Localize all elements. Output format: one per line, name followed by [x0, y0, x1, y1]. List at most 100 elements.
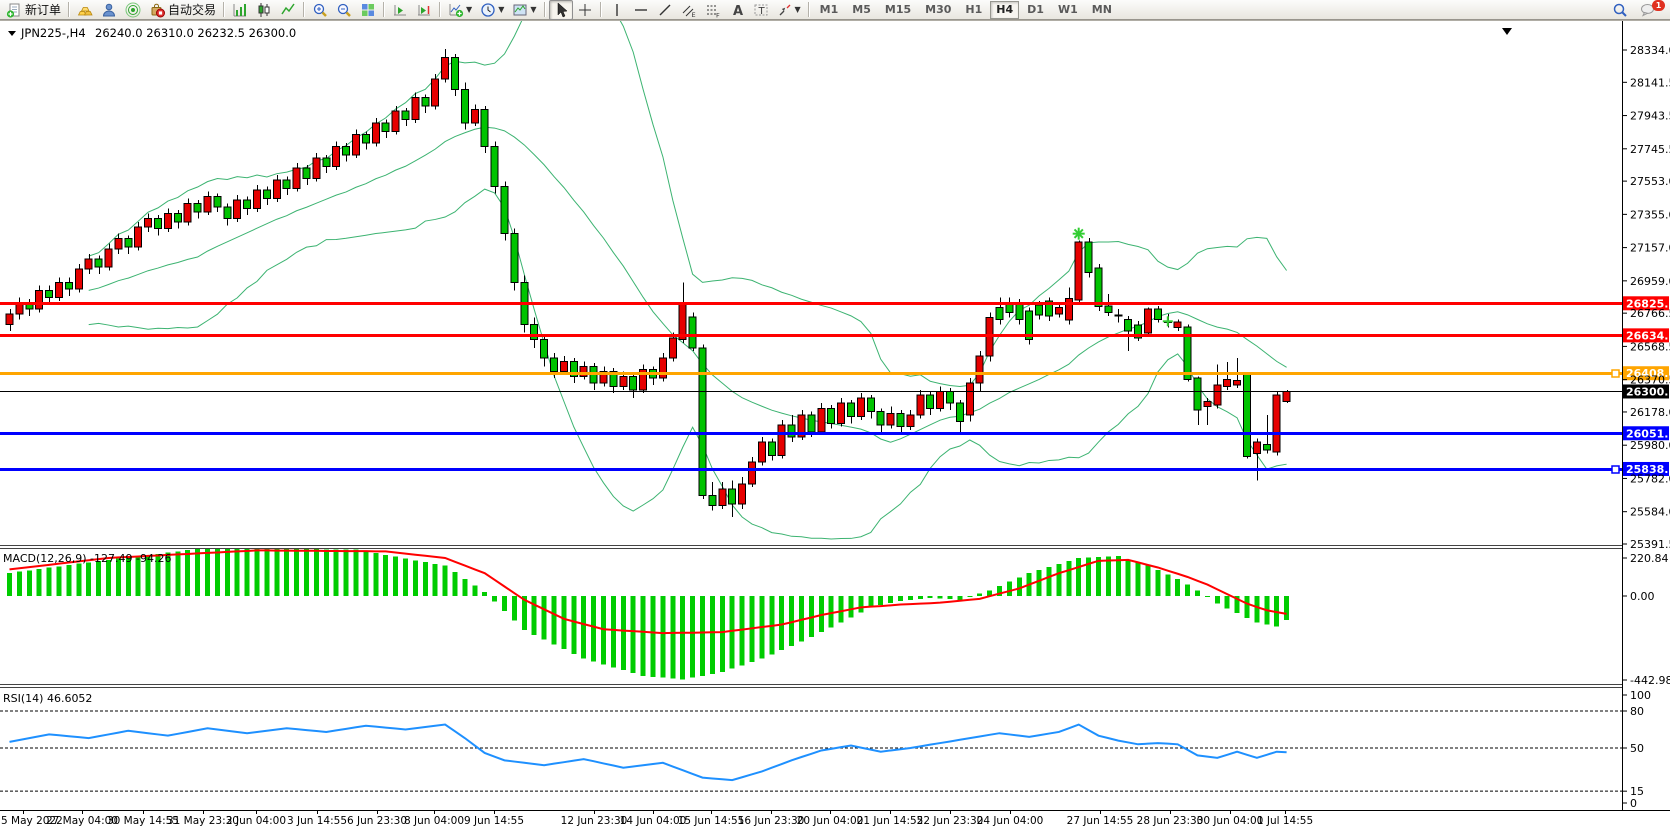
line-handle[interactable]: [1611, 465, 1620, 474]
new-order-button[interactable]: 新订单: [2, 0, 65, 20]
macd-bar: [680, 596, 686, 680]
candle-body: [975, 355, 984, 384]
macd-bar: [1086, 557, 1092, 596]
crosshair-icon: [578, 3, 591, 16]
macd-bar: [1105, 556, 1111, 596]
price-axis-label: 27745.5: [1630, 143, 1670, 156]
text-tool-button[interactable]: A: [725, 0, 749, 20]
candlesticks: [5, 48, 1291, 517]
vertical-line-tool-button[interactable]: [605, 0, 629, 20]
macd-bar: [1115, 556, 1121, 596]
new-chart-button[interactable]: ▼: [444, 0, 476, 20]
timeframe-h1-button[interactable]: H1: [965, 2, 983, 16]
macd-bar: [947, 596, 953, 600]
macd-bar: [1165, 574, 1171, 596]
tile-windows-button[interactable]: [356, 0, 380, 20]
candle-body: [1252, 441, 1261, 455]
timeframe-m1-button[interactable]: M1: [819, 2, 839, 16]
candle-body: [837, 402, 846, 424]
search-button[interactable]: [1608, 0, 1632, 20]
macd-panel[interactable]: [7, 548, 1290, 680]
trendline-tool-button[interactable]: [653, 0, 677, 20]
arrows-tool-button[interactable]: ▼: [773, 0, 805, 20]
signal-icon: [125, 2, 141, 17]
zoom-out-button[interactable]: [332, 0, 356, 20]
main-chart-panel[interactable]: [5, 0, 1291, 540]
dropdown-arrow-icon: ▼: [794, 5, 801, 14]
notifications-button[interactable]: 1: [1636, 0, 1665, 20]
equidistant-channel-tool-button[interactable]: E: [677, 0, 701, 20]
macd-bar: [46, 567, 52, 596]
cursor-tool-button[interactable]: [548, 0, 573, 20]
autotrade-button[interactable]: 自动交易: [145, 0, 220, 20]
bollinger-lower: [88, 188, 1287, 540]
gold-bars-button[interactable]: [73, 0, 97, 20]
candle-body: [144, 218, 153, 228]
periods-button[interactable]: ▼: [476, 0, 508, 20]
time-axis-label: 14 Jun 04:00: [620, 815, 687, 826]
candle-body: [817, 407, 826, 433]
rsi-panel[interactable]: [0, 710, 1622, 792]
timeframe-d1-button[interactable]: D1: [1027, 2, 1044, 16]
bar-chart-button[interactable]: [228, 0, 252, 20]
macd-bar: [511, 596, 517, 621]
candle-body: [1272, 394, 1281, 453]
text-label-tool-button[interactable]: T: [749, 0, 773, 20]
symbol-dropdown-icon[interactable]: [8, 31, 16, 36]
timeframe-mn-button[interactable]: MN: [1091, 2, 1112, 16]
candle-body: [1025, 310, 1034, 340]
line-handle[interactable]: [1611, 369, 1620, 378]
candle-body: [1282, 390, 1291, 403]
macd-axis-label: 220.84: [1630, 552, 1669, 565]
chart-shift-button[interactable]: [412, 0, 436, 20]
plus-marker-icon: [1162, 316, 1173, 327]
horizontal-line-tool-button[interactable]: [629, 0, 653, 20]
crosshair-tool-button[interactable]: [573, 0, 597, 20]
timeframe-m30-button[interactable]: M30: [925, 2, 952, 16]
macd-bar: [1185, 584, 1191, 596]
macd-histogram: [7, 549, 1290, 680]
candle-body: [64, 281, 73, 290]
price-axis-label: 25980.0: [1630, 439, 1670, 452]
candle-body: [559, 360, 568, 372]
time-axis-label: 8 Jun 04:00: [404, 815, 464, 826]
time-axis-label: 27 Jun 14:55: [1067, 815, 1134, 826]
timeframe-m15-button[interactable]: M15: [884, 2, 912, 16]
candlestick-chart-button[interactable]: [252, 0, 276, 20]
macd-bar: [284, 549, 290, 596]
macd-bar: [1046, 567, 1052, 596]
user-button[interactable]: [97, 0, 121, 20]
candle-body: [1054, 307, 1063, 315]
candle-body: [173, 213, 182, 223]
candle-body: [658, 357, 667, 379]
candle-body: [55, 281, 63, 298]
fibonacci-tool-button[interactable]: F: [701, 0, 725, 20]
price-shift-marker-icon[interactable]: [1502, 28, 1512, 35]
price-axis-label: 26959.0: [1630, 275, 1670, 288]
timeframe-h4-button[interactable]: H4: [990, 0, 1020, 19]
line-chart-button[interactable]: [276, 0, 300, 20]
auto-scroll-button[interactable]: [388, 0, 412, 20]
candle-body: [698, 347, 707, 497]
zoom-in-button[interactable]: [308, 0, 332, 20]
time-axis-label: 6 Jun 23:30: [347, 815, 407, 826]
candle-body: [767, 441, 776, 456]
toolbar-right-group: 1: [1608, 0, 1668, 20]
templates-button[interactable]: ▼: [508, 0, 540, 20]
timeframe-w1-button[interactable]: W1: [1057, 2, 1078, 16]
macd-bar: [610, 596, 616, 668]
candle-body: [629, 375, 638, 391]
candle-body: [1183, 326, 1192, 381]
candle-body: [906, 414, 915, 428]
timeframe-m5-button[interactable]: M5: [852, 2, 871, 16]
signals-button[interactable]: [121, 0, 145, 20]
main-toolbar: 新订单 自动交易 ▼ ▼ ▼ E F A T ▼ M1 M5 M15 M30 H1 H4 D1 W1 MN 1: [0, 0, 1670, 20]
time-axis-label: 16 Jun 23:30: [738, 815, 805, 826]
macd-bar: [462, 578, 468, 596]
price-axis-label: 27943.5: [1630, 110, 1670, 123]
macd-signal-line: [9, 549, 1287, 635]
bollinger-middle: [88, 126, 1287, 443]
macd-bar: [789, 596, 795, 646]
macd-bar: [205, 549, 210, 596]
